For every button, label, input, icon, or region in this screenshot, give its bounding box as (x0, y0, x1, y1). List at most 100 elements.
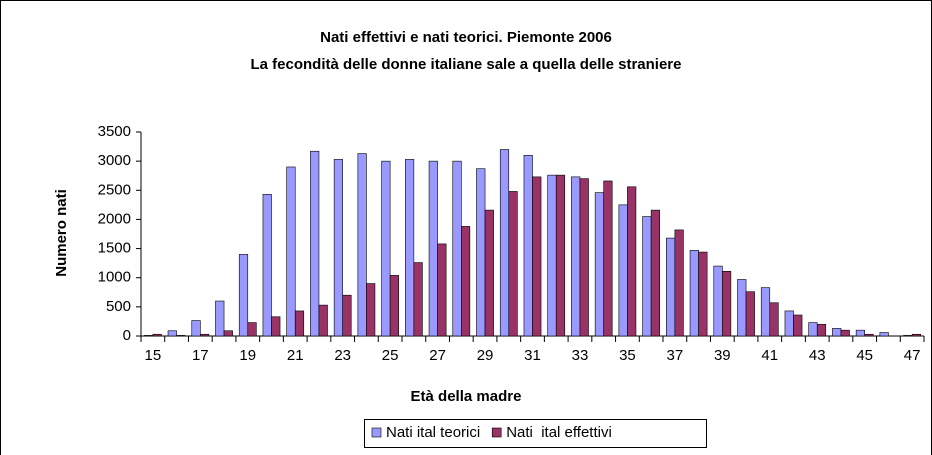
bar (784, 310, 794, 337)
bar (223, 330, 233, 337)
bar (523, 155, 533, 337)
bar (547, 174, 557, 337)
bar (713, 265, 723, 337)
bar (579, 178, 589, 337)
x-axis-title: Età della madre (411, 388, 522, 405)
bar (508, 191, 518, 337)
x-tick-label: 43 (809, 347, 826, 364)
bar (594, 192, 604, 337)
bar (760, 287, 771, 337)
bar (903, 335, 913, 337)
bar (333, 159, 343, 337)
bar (722, 271, 732, 337)
bar (428, 160, 438, 337)
bar (840, 329, 850, 337)
bar (215, 300, 225, 337)
y-tick-label: 2000 (98, 210, 131, 227)
y-tick-label: 3000 (98, 152, 131, 169)
bar (405, 159, 415, 337)
bar (413, 262, 423, 337)
x-tick-label: 47 (904, 347, 921, 364)
bar (357, 153, 367, 337)
bar (381, 160, 391, 337)
bar (618, 204, 628, 337)
bar (911, 333, 921, 337)
bar (698, 251, 708, 337)
bar (532, 176, 542, 337)
bar (271, 316, 281, 337)
bar (366, 283, 376, 337)
bar (191, 320, 201, 337)
bar (603, 180, 613, 337)
bar (666, 237, 676, 337)
bar (286, 166, 296, 337)
bar (452, 160, 462, 337)
bar (816, 324, 827, 337)
y-tick-label: 0 (123, 327, 131, 344)
legend-swatch (371, 427, 382, 438)
x-tick-label: 45 (856, 347, 873, 364)
x-tick-label: 41 (761, 347, 778, 364)
legend-swatch (491, 427, 502, 438)
y-tick-label: 1500 (98, 240, 131, 257)
x-tick-label: 37 (667, 347, 684, 364)
y-tick-label: 3500 (98, 123, 131, 140)
y-tick-label: 1000 (98, 269, 131, 286)
bar (745, 291, 755, 337)
bar (627, 186, 637, 337)
x-tick-label: 33 (572, 347, 589, 364)
bar (879, 332, 889, 337)
bar (238, 254, 249, 337)
chart-title: Nati effettivi e nati teorici. Piemonte … (320, 29, 612, 46)
bar (484, 209, 494, 337)
bar (650, 209, 660, 337)
x-tick-label: 29 (477, 347, 494, 364)
legend-label: Nati ital effettivi (506, 424, 612, 441)
bar (642, 216, 652, 337)
bar (674, 229, 684, 337)
bar (571, 176, 581, 337)
legend: Nati ital teorici Nati ital effettivi (364, 419, 707, 448)
bar (262, 194, 272, 337)
bar (144, 335, 154, 337)
legend-box (364, 419, 707, 448)
x-tick-label: 39 (714, 347, 731, 364)
bar (200, 333, 210, 337)
bar (864, 333, 874, 337)
bar (342, 294, 352, 337)
y-tick-label: 500 (106, 298, 131, 315)
legend-label: Nati ital teorici (386, 424, 480, 441)
x-tick-label: 19 (239, 347, 256, 364)
bar (176, 335, 186, 337)
bar (310, 150, 320, 337)
bar (832, 328, 842, 337)
bar (499, 149, 510, 337)
x-tick-label: 35 (619, 347, 636, 364)
x-tick-label: 31 (524, 347, 541, 364)
bar (737, 279, 747, 337)
x-tick-label: 25 (382, 347, 399, 364)
bar (461, 226, 471, 337)
bar (476, 168, 486, 337)
y-tick-label: 2500 (98, 181, 131, 198)
bar (294, 310, 305, 337)
x-tick-label: 23 (334, 347, 351, 364)
bar (769, 302, 779, 337)
bar (793, 314, 803, 337)
chart-subtitle: La fecondità delle donne italiane sale a… (251, 56, 682, 73)
x-tick-label: 21 (287, 347, 304, 364)
x-tick-label: 17 (192, 347, 209, 364)
bar (152, 333, 162, 337)
x-tick-label: 27 (429, 347, 446, 364)
bar (389, 275, 399, 337)
bar (808, 322, 818, 337)
bar (855, 329, 865, 337)
bar (689, 250, 699, 337)
x-tick-label: 15 (145, 347, 162, 364)
bar (555, 174, 566, 337)
bar (437, 243, 447, 337)
bar (247, 322, 257, 337)
bar (167, 330, 177, 337)
y-axis-title: Numero nati (53, 189, 70, 277)
